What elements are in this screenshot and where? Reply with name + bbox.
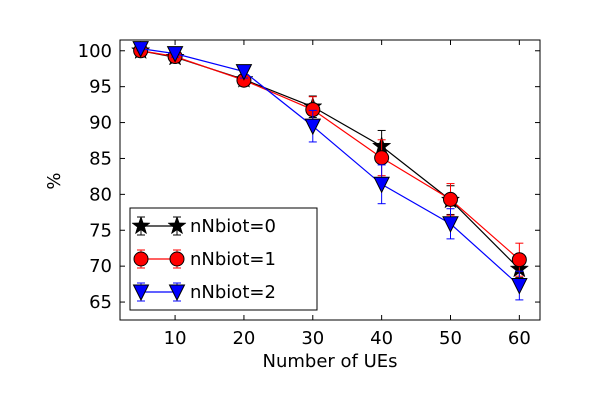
legend-label: nNbiot=1	[190, 249, 276, 270]
y-tick-label: 70	[89, 256, 112, 277]
x-tick-label: 60	[508, 328, 531, 349]
x-tick-label: 10	[164, 328, 187, 349]
data-point	[373, 176, 390, 194]
legend-marker	[169, 251, 185, 267]
legend-label: nNbiot=2	[190, 282, 276, 303]
data-point	[442, 216, 459, 233]
y-tick-label: 85	[89, 148, 112, 169]
y-axis-title: %	[44, 172, 65, 189]
y-tick-label: 80	[89, 184, 112, 205]
x-tick-label: 40	[370, 328, 393, 349]
legend-marker	[131, 215, 151, 235]
data-point	[511, 252, 527, 268]
x-tick-label: 20	[232, 328, 255, 349]
y-tick-label: 90	[89, 113, 112, 134]
legend-item-3: nNbiot=2	[132, 282, 276, 303]
x-tick-label: 50	[439, 328, 462, 349]
legend-marker	[133, 251, 149, 267]
axes: 10 20 30 40 50 60 65 70 75 80 85 90 95 100	[78, 39, 541, 349]
data-point	[374, 150, 390, 166]
y-tick-label: 95	[89, 77, 112, 98]
data-point	[166, 46, 184, 63]
legend-item-1: nNbiot=0	[131, 215, 276, 237]
data-point	[304, 118, 322, 136]
series-3	[132, 41, 528, 301]
legend-label: nNbiot=0	[190, 216, 276, 237]
y-tick-label: 100	[78, 41, 112, 62]
data-point	[511, 278, 528, 295]
legend-marker	[132, 284, 150, 302]
x-tick-label: 30	[301, 328, 324, 349]
data-point	[132, 41, 149, 58]
data-point	[235, 64, 253, 81]
plot-area	[130, 40, 530, 301]
data-point	[442, 191, 458, 207]
legend-item-2: nNbiot=1	[133, 249, 276, 270]
y-tick-label: 65	[89, 292, 112, 313]
legend-marker	[167, 215, 187, 235]
legend-marker	[168, 284, 186, 302]
legend: nNbiot=0 nNbiot=1 nNbiot=2	[129, 207, 318, 311]
x-axis-title: Number of UEs	[262, 351, 397, 372]
plot-frame	[119, 39, 541, 321]
y-tick-label: 75	[89, 220, 112, 241]
